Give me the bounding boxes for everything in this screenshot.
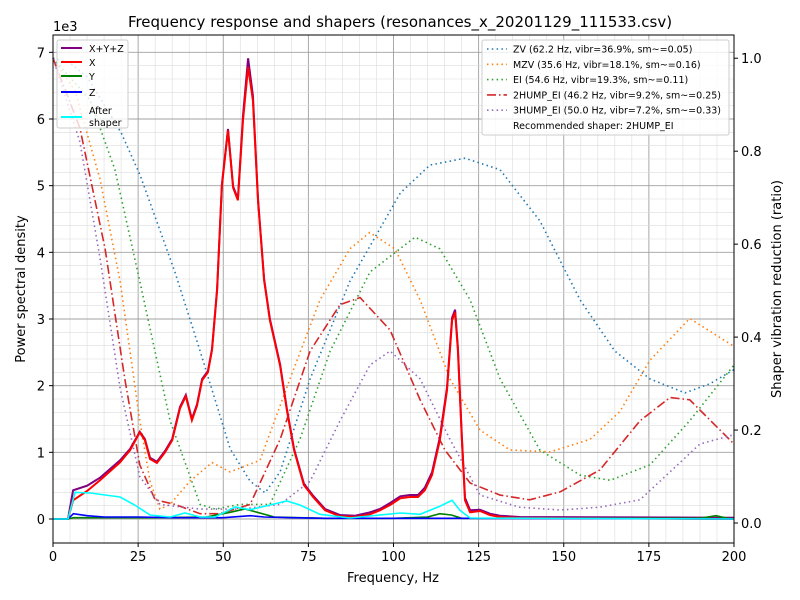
- legend-label: 2HUMP_EI (46.2 Hz, vibr=9.2%, sm~=0.25): [513, 90, 721, 101]
- y2-tick-label: 0.0: [741, 517, 762, 532]
- y-axis-label: Power spectral density: [14, 215, 29, 363]
- legend-label: X+Y+Z: [89, 44, 124, 55]
- legend-label-line: After: [89, 106, 112, 117]
- legend-label: X: [89, 58, 96, 69]
- psd-line: [53, 512, 735, 520]
- y2-tick-label: 0.2: [741, 424, 762, 439]
- y-tick-label: 0: [37, 513, 45, 528]
- y2-tick-label: 0.8: [741, 145, 762, 160]
- y-tick-label: 5: [37, 180, 45, 195]
- shaper-line: [52, 57, 735, 511]
- y-tick-label: 1: [37, 446, 45, 461]
- recommended-shaper-label: Recommended shaper: 2HUMP_EI: [513, 121, 674, 132]
- legend-label: Z: [89, 88, 96, 99]
- legend-label-line: X+Y+Z: [89, 44, 124, 55]
- legend-label-line: Y: [88, 72, 95, 83]
- shaper-line: [52, 57, 735, 510]
- x-tick-label: 75: [300, 550, 317, 565]
- legend-right-box: [481, 39, 730, 136]
- y2-axis-label: Shaper vibration reduction (ratio): [770, 180, 785, 398]
- y-tick-label: 4: [37, 246, 45, 261]
- x-tick-label: 25: [130, 550, 147, 565]
- x-axis-label: Frequency, Hz: [347, 571, 439, 586]
- legend-label: 3HUMP_EI (50.0 Hz, vibr=7.2%, sm~=0.33): [513, 106, 721, 117]
- chart-title: Frequency response and shapers (resonanc…: [128, 13, 672, 32]
- x-tick-label: 0: [49, 550, 57, 565]
- y-tick-label: 2: [37, 380, 45, 395]
- x-tick-label: 200: [722, 550, 747, 565]
- y2-tick-label: 0.4: [741, 331, 762, 346]
- x-tick-label: 150: [551, 550, 576, 565]
- shaper-line: [52, 57, 735, 515]
- y-tick-label: 3: [37, 313, 45, 328]
- x-tick-label: 50: [215, 550, 232, 565]
- shaper-line: [52, 57, 735, 494]
- psd-line: [53, 66, 735, 520]
- legend-label-line: Z: [89, 88, 96, 99]
- psd-line: [53, 491, 735, 520]
- legend-label: ZV (62.2 Hz, vibr=36.9%, sm~=0.05): [513, 45, 692, 56]
- x-tick-label: 125: [466, 550, 491, 565]
- legend-label: MZV (35.6 Hz, vibr=18.1%, sm~=0.16): [513, 60, 701, 71]
- legend-label: After shaper: [89, 106, 122, 129]
- y-tick-label: 7: [37, 46, 45, 61]
- y2-tick-label: 1.0: [741, 52, 762, 67]
- y-tick-label: 6: [37, 113, 45, 128]
- legend-label: EI (54.6 Hz, vibr=19.3%, sm~=0.11): [513, 75, 688, 86]
- y-offset-label: 1e3: [53, 20, 78, 35]
- legend-label: Y: [88, 72, 95, 83]
- y2-tick-label: 0.6: [741, 238, 762, 253]
- legend-label-line: shaper: [89, 118, 122, 129]
- legend-label-line: X: [89, 58, 96, 69]
- x-tick-label: 175: [636, 550, 661, 565]
- x-tick-label: 100: [381, 550, 406, 565]
